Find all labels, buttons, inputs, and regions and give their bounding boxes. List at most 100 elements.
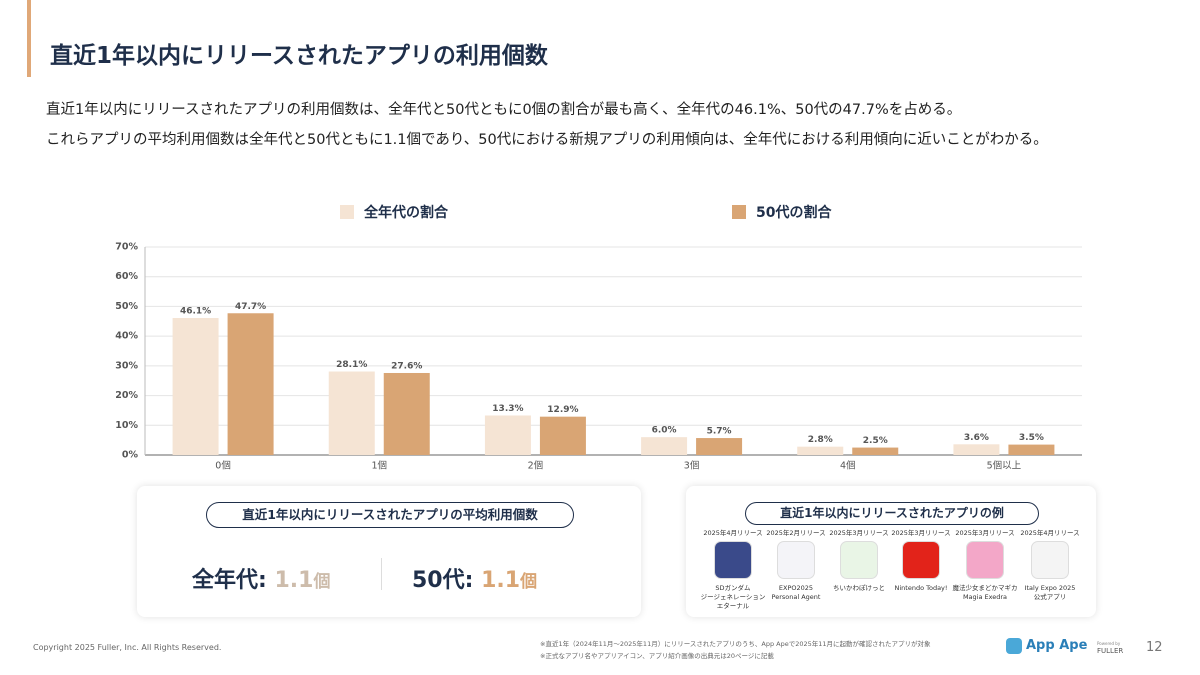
app-name: ちいかわぽけっと: [826, 584, 892, 593]
legend-swatch: [340, 205, 354, 219]
y-tick-label: 50%: [115, 301, 138, 312]
body-text: 直近1年以内にリリースされたアプリの利用個数は、全年代と50代ともに0個の割合が…: [46, 102, 962, 118]
x-tick-label: 5個以上: [987, 460, 1022, 472]
value-label: 28.1%: [336, 360, 367, 370]
body-text: これらアプリの平均利用個数は全年代と50代ともに1.1個であり、50代における新…: [46, 132, 1048, 148]
note: ※直近1年（2024年11月～2025年11月）にリリースされたアプリのうち、A…: [540, 640, 931, 648]
app-name-line: SDガンダム: [715, 584, 751, 592]
bar: [539, 416, 586, 455]
app-icon: [840, 541, 878, 579]
app-icon: [902, 541, 940, 579]
legend-label: 全年代の割合: [363, 204, 449, 221]
app-release: 2025年3月リリース: [955, 529, 1015, 537]
app-example: 2025年3月リリース ちいかわぽけっと: [826, 527, 892, 593]
app-name-line: エターナル: [716, 602, 750, 610]
accent-bar: [27, 0, 31, 77]
app-name-line: ジージェネレーション: [700, 593, 766, 601]
y-tick-label: 10%: [115, 420, 138, 431]
value-label: 46.1%: [180, 307, 211, 317]
x-tick-label: 3個: [684, 460, 700, 472]
summary-label: 50代:: [412, 568, 474, 593]
divider: [381, 558, 382, 590]
app-icon: [714, 541, 752, 579]
powered: Powered by: [1097, 641, 1121, 646]
app-icon: [966, 541, 1004, 579]
summary-item: 全年代: 1.1個: [192, 562, 330, 594]
bar: [328, 371, 375, 455]
app-name-line: Personal Agent: [771, 593, 821, 601]
x-tick-label: 2個: [528, 460, 544, 472]
app-name-line: EXPO2025: [778, 584, 814, 592]
y-tick-label: 0%: [122, 450, 139, 461]
value-label: 12.9%: [547, 405, 578, 415]
value-label: 6.0%: [652, 426, 677, 436]
summary-box: [137, 486, 641, 617]
app-example: 2025年4月リリース Italy Expo 2025 公式アプリ: [1017, 527, 1083, 602]
app-release: 2025年4月リリース: [703, 529, 763, 537]
value-label: 13.3%: [492, 404, 523, 414]
bar: [696, 438, 743, 455]
app-name-line: 公式アプリ: [1033, 593, 1067, 601]
app-example: 2025年4月リリース SDガンダム ジージェネレーション エターナル: [700, 527, 766, 611]
value-label: 27.6%: [391, 361, 422, 371]
value-label: 47.7%: [235, 302, 266, 312]
bar: [953, 444, 1000, 455]
app-release: 2025年3月リリース: [891, 529, 951, 537]
bar: [227, 313, 274, 455]
value-label: 3.5%: [1019, 433, 1044, 443]
slide-title: 直近1年以内にリリースされたアプリの利用個数: [50, 43, 548, 69]
note: ※正式なアプリ名やアプリアイコン、アプリ紹介画像の出典元は20ページに記載: [540, 652, 774, 660]
legend-swatch: [732, 205, 746, 219]
bar: [383, 372, 430, 455]
app-icon: [777, 541, 815, 579]
x-tick-label: 0個: [215, 460, 231, 472]
app-name: Nintendo Today!: [888, 584, 954, 593]
legend-label: 50代の割合: [756, 204, 832, 221]
x-tick-label: 4個: [840, 460, 856, 472]
summary-unit: 個: [520, 572, 538, 592]
value-label: 2.5%: [863, 436, 888, 446]
y-tick-label: 60%: [115, 271, 138, 282]
app-name-line: Italy Expo 2025: [1024, 584, 1076, 592]
bar: [797, 446, 844, 455]
bar: [1008, 444, 1055, 455]
brand: App Ape: [1026, 638, 1088, 653]
app-release: 2025年2月リリース: [766, 529, 826, 537]
x-tick-label: 1個: [371, 460, 387, 472]
app-release: 2025年4月リリース: [1020, 529, 1080, 537]
brand-icon: [1006, 638, 1022, 654]
copyright: Copyright 2025 Fuller, Inc. All Rights R…: [33, 643, 222, 652]
app-name-line: Magia Exedra: [962, 593, 1008, 601]
app-name: EXPO2025 Personal Agent: [763, 584, 829, 602]
summary-title: 直近1年以内にリリースされたアプリの平均利用個数: [206, 502, 574, 528]
page-number: 12: [1146, 640, 1163, 655]
app-name-line: Nintendo Today!: [894, 584, 948, 592]
summary-item: 50代: 1.1個: [412, 562, 537, 594]
app-name: SDガンダム ジージェネレーション エターナル: [700, 584, 766, 611]
summary-value: 1.1: [274, 568, 314, 593]
value-label: 2.8%: [808, 435, 833, 445]
company: FULLER: [1097, 647, 1124, 655]
app-example: 2025年3月リリース 魔法少女まどかマギカ Magia Exedra: [952, 527, 1018, 602]
y-tick-label: 30%: [115, 360, 138, 371]
bar: [172, 318, 219, 455]
app-example: 2025年3月リリース Nintendo Today!: [888, 527, 954, 593]
app-name: Italy Expo 2025 公式アプリ: [1017, 584, 1083, 602]
app-example: 2025年2月リリース EXPO2025 Personal Agent: [763, 527, 829, 602]
summary-unit: 個: [313, 572, 331, 592]
bar: [484, 415, 531, 455]
bar: [641, 437, 688, 455]
examples-title: 直近1年以内にリリースされたアプリの例: [745, 502, 1039, 525]
app-icon: [1031, 541, 1069, 579]
app-name-line: ちいかわぽけっと: [833, 584, 885, 592]
summary-value: 1.1: [481, 568, 521, 593]
value-label: 3.6%: [964, 433, 989, 443]
y-tick-label: 20%: [115, 390, 138, 401]
value-label: 5.7%: [707, 427, 732, 437]
app-release: 2025年3月リリース: [829, 529, 889, 537]
y-tick-label: 40%: [115, 331, 138, 342]
y-tick-label: 70%: [115, 242, 138, 253]
summary-label: 全年代:: [192, 568, 267, 593]
